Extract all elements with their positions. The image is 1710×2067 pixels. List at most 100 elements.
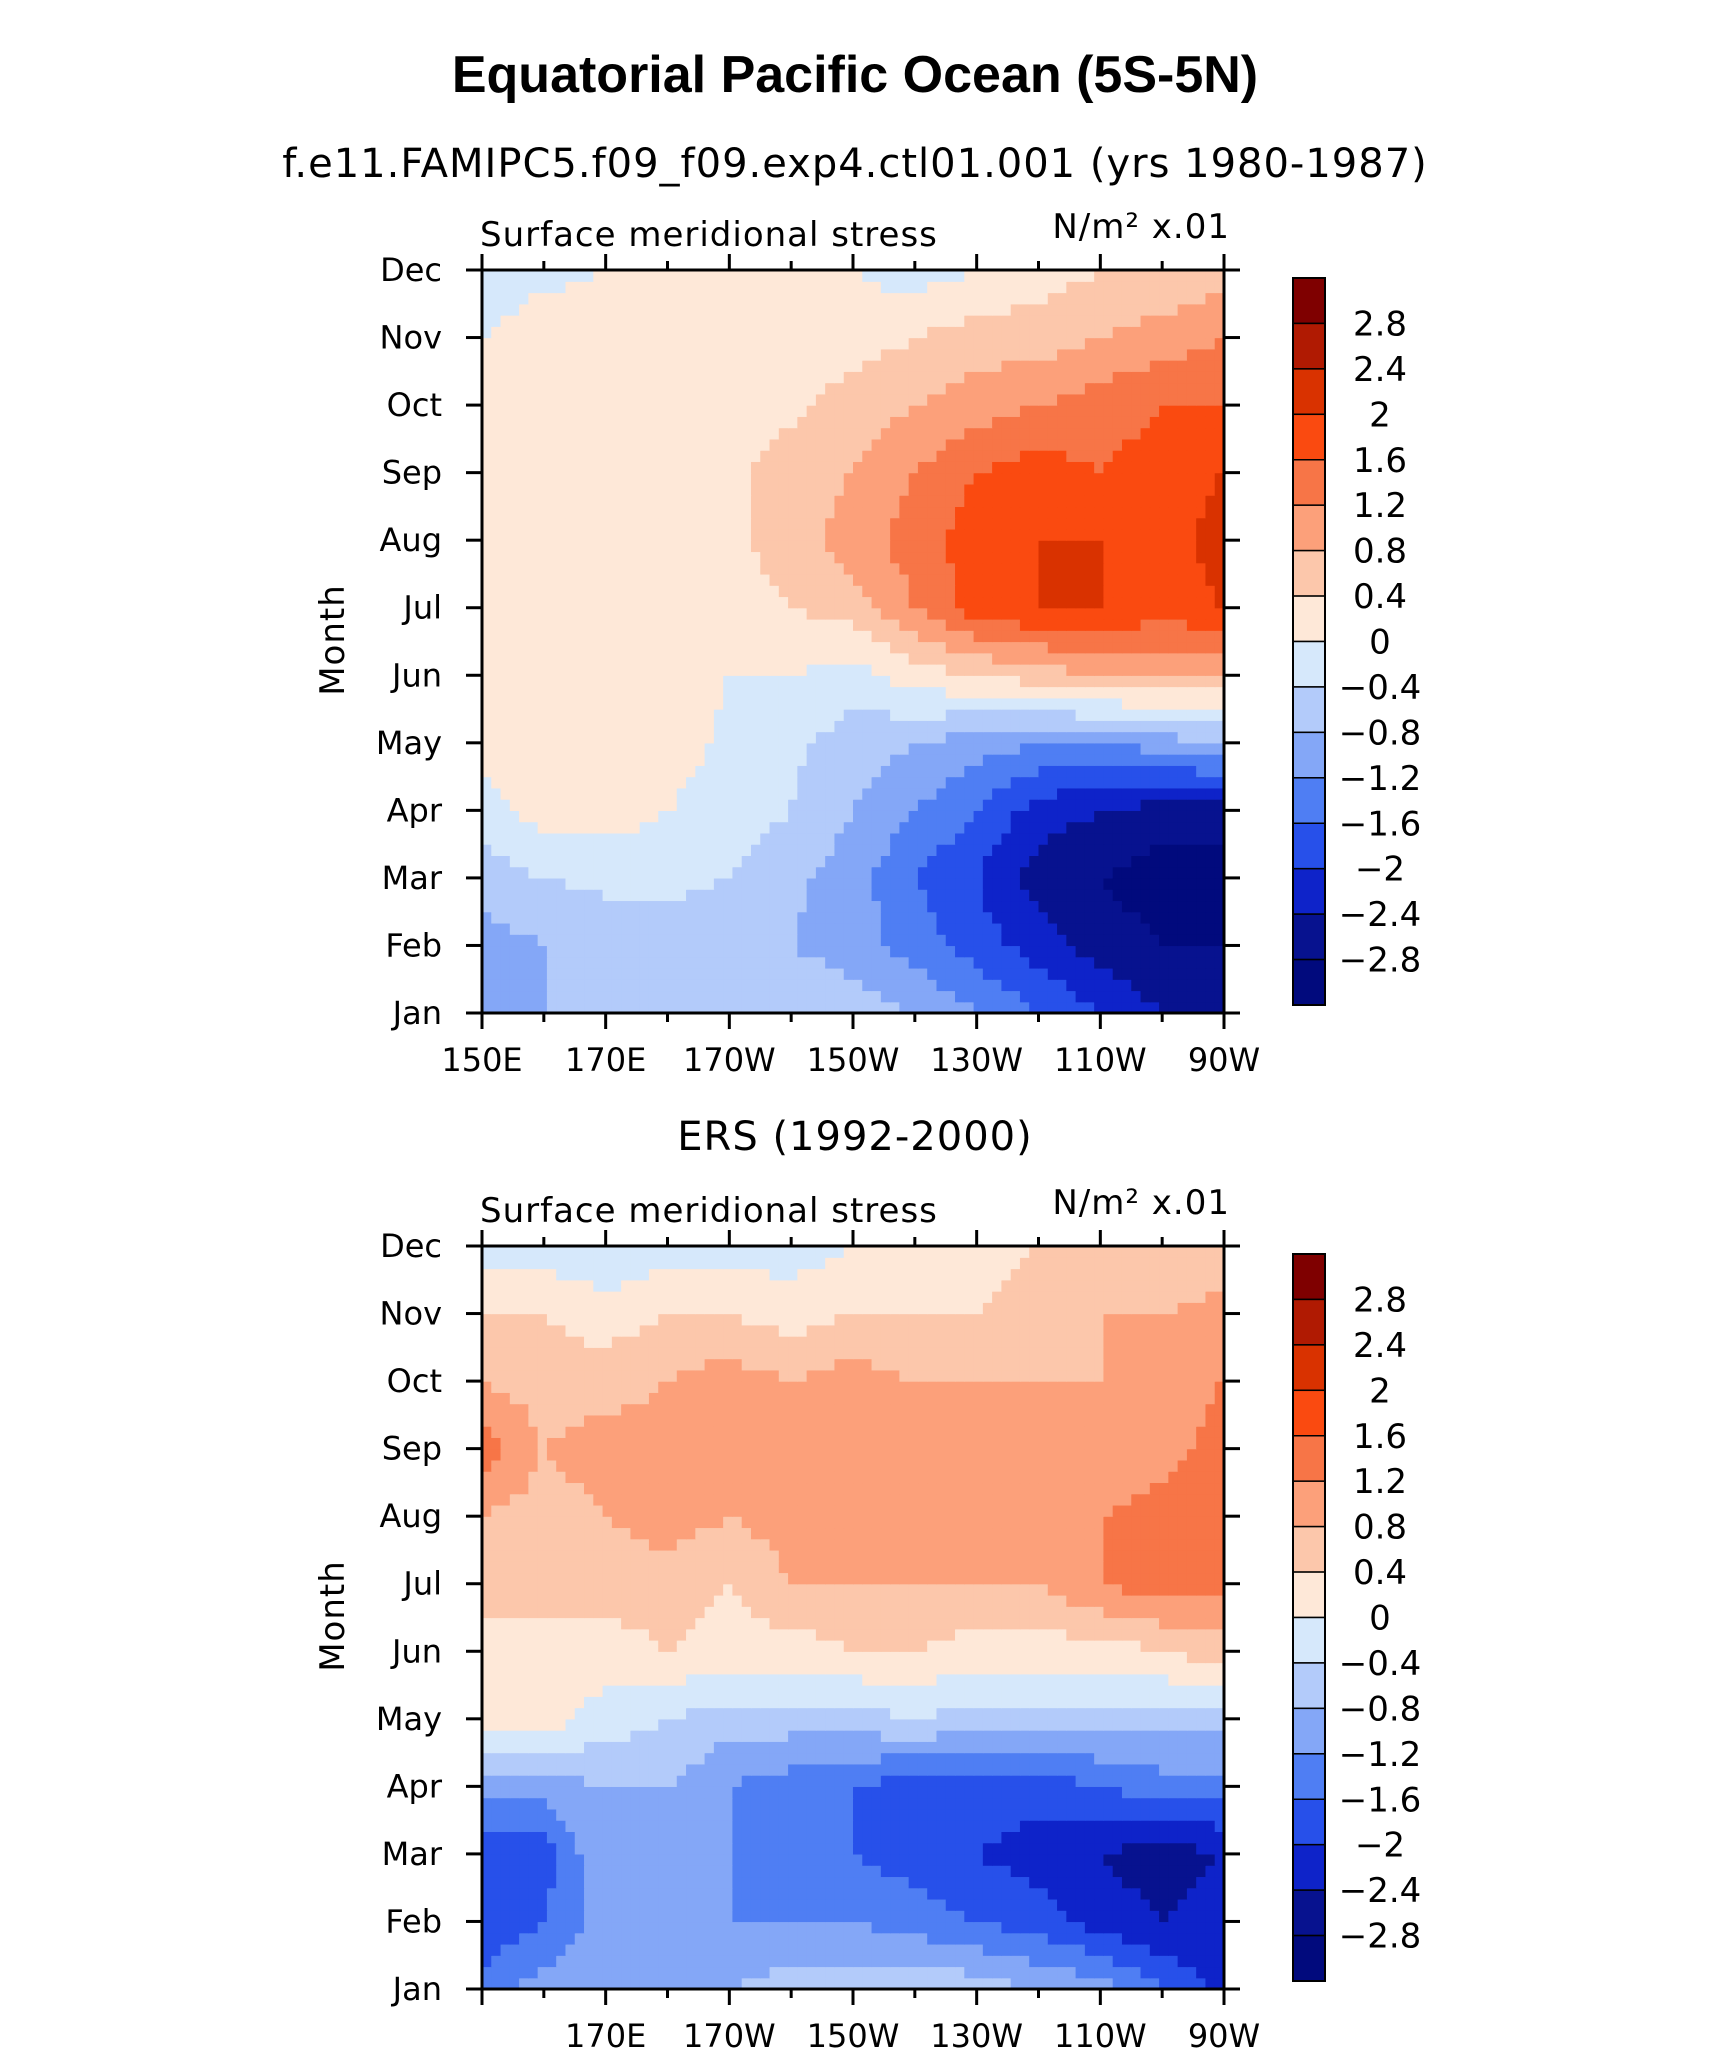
field-cell bbox=[1121, 900, 1132, 913]
field-cell bbox=[639, 427, 650, 440]
field-cell bbox=[741, 618, 752, 631]
field-cell bbox=[509, 427, 520, 440]
field-cell bbox=[1010, 371, 1021, 384]
field-cell bbox=[917, 551, 928, 564]
field-cell bbox=[509, 607, 520, 620]
field-cell bbox=[667, 585, 678, 598]
field-cell bbox=[1084, 326, 1095, 339]
field-cell bbox=[982, 641, 993, 654]
field-cell bbox=[1094, 652, 1105, 665]
field-cell bbox=[1149, 945, 1160, 958]
field-cell bbox=[1010, 821, 1021, 834]
field-cell bbox=[853, 799, 863, 811]
field-cell bbox=[982, 506, 993, 519]
field-cell bbox=[908, 900, 919, 913]
field-cell bbox=[1168, 776, 1179, 789]
field-cell bbox=[973, 438, 984, 451]
field-cell bbox=[1038, 506, 1049, 519]
field-cell bbox=[1047, 450, 1058, 462]
field-cell bbox=[537, 596, 548, 609]
field-cell bbox=[1084, 934, 1095, 947]
field-cell bbox=[917, 427, 928, 440]
field-cell bbox=[1084, 866, 1095, 879]
field-cell bbox=[853, 967, 863, 980]
field-cell bbox=[1038, 967, 1049, 980]
field-cell bbox=[491, 889, 502, 902]
field-cell bbox=[1112, 438, 1123, 451]
field-cell bbox=[750, 517, 761, 530]
field-cell bbox=[797, 360, 808, 372]
field-cell bbox=[1214, 911, 1225, 924]
field-cell bbox=[574, 630, 585, 643]
field-cell bbox=[834, 585, 845, 598]
field-cell bbox=[732, 360, 743, 372]
field-cell bbox=[1047, 742, 1058, 755]
field-cell bbox=[732, 326, 743, 339]
field-cell bbox=[565, 573, 576, 586]
field-cell bbox=[602, 303, 613, 316]
field-cell bbox=[853, 326, 863, 339]
field-cell bbox=[537, 438, 548, 451]
field-cell bbox=[1001, 776, 1012, 789]
field-cell bbox=[788, 697, 798, 710]
field-cell bbox=[899, 630, 910, 643]
field-cell bbox=[1112, 731, 1123, 744]
field-cell bbox=[1112, 765, 1123, 778]
field-cell bbox=[1029, 720, 1040, 733]
field-cell bbox=[1121, 934, 1132, 947]
field-cell bbox=[973, 416, 984, 429]
field-cell bbox=[973, 348, 984, 361]
field-cell bbox=[1121, 596, 1132, 609]
field-cell bbox=[528, 709, 539, 721]
field-cell bbox=[565, 787, 576, 800]
field-cell bbox=[1214, 495, 1225, 508]
field-cell bbox=[1196, 528, 1207, 541]
field-cell bbox=[546, 337, 557, 350]
field-cell bbox=[1177, 979, 1188, 992]
field-cell bbox=[973, 517, 984, 530]
field-cell bbox=[1066, 911, 1077, 924]
field-cell bbox=[778, 315, 789, 327]
field-cell bbox=[732, 495, 743, 508]
field-cell bbox=[1057, 472, 1067, 485]
field-cell bbox=[1168, 855, 1179, 868]
field-cell bbox=[788, 607, 798, 620]
field-cell bbox=[778, 495, 789, 508]
field-cell bbox=[621, 922, 632, 935]
field-cell bbox=[1103, 438, 1114, 451]
field-cell bbox=[964, 326, 975, 339]
field-cell bbox=[760, 495, 771, 508]
field-cell bbox=[1001, 495, 1012, 508]
field-cell bbox=[1010, 967, 1021, 980]
field-cell bbox=[1121, 686, 1132, 699]
field-cell bbox=[741, 855, 752, 868]
field-cell bbox=[834, 652, 845, 665]
field-cell bbox=[899, 866, 910, 879]
field-cell bbox=[1103, 326, 1114, 339]
field-cell bbox=[778, 956, 789, 969]
field-cell bbox=[593, 821, 604, 834]
field-cell bbox=[834, 405, 845, 417]
field-cell bbox=[1029, 990, 1040, 1003]
field-cell bbox=[602, 472, 613, 485]
field-cell bbox=[732, 754, 743, 766]
field-cell bbox=[574, 528, 585, 541]
field-cell bbox=[853, 630, 863, 643]
field-cell bbox=[686, 517, 696, 530]
field-cell bbox=[982, 405, 993, 417]
field-cell bbox=[750, 427, 761, 440]
field-cell bbox=[917, 675, 928, 688]
field-cell bbox=[732, 922, 743, 935]
field-cell bbox=[546, 742, 557, 755]
field-cell bbox=[1047, 945, 1058, 958]
field-cell bbox=[602, 720, 613, 733]
field-cell bbox=[1075, 810, 1086, 823]
field-cell bbox=[1010, 922, 1021, 935]
field-cell bbox=[732, 686, 743, 699]
field-cell bbox=[1149, 472, 1160, 485]
field-cell bbox=[1001, 596, 1012, 609]
field-cell bbox=[880, 911, 891, 924]
field-cell bbox=[917, 326, 928, 339]
field-cell bbox=[927, 517, 938, 530]
field-cell bbox=[899, 495, 910, 508]
